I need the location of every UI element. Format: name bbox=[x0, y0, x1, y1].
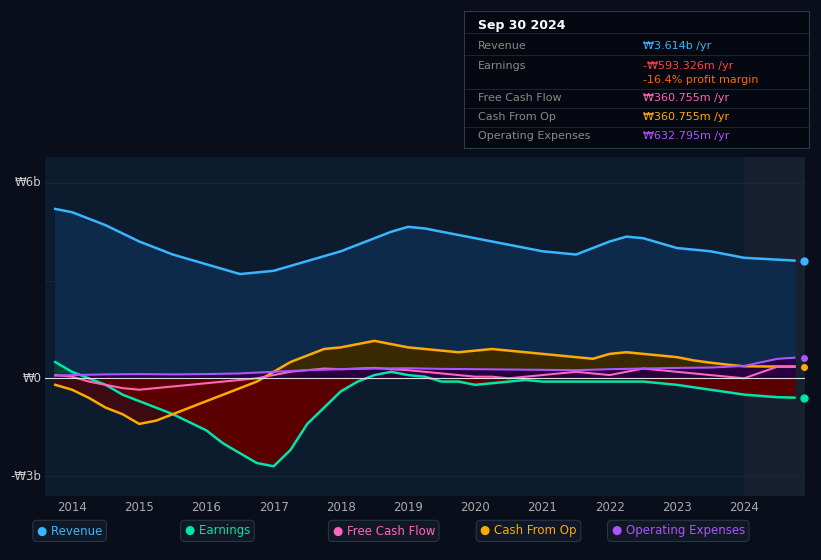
Text: ● Earnings: ● Earnings bbox=[185, 524, 250, 538]
Text: -₩3b: -₩3b bbox=[11, 469, 41, 483]
Text: ₩360.755m /yr: ₩360.755m /yr bbox=[643, 92, 729, 102]
Text: Operating Expenses: Operating Expenses bbox=[478, 131, 590, 141]
Text: Cash From Op: Cash From Op bbox=[478, 112, 556, 122]
Text: ₩0: ₩0 bbox=[22, 372, 41, 385]
Text: Earnings: Earnings bbox=[478, 61, 526, 71]
Text: ● Revenue: ● Revenue bbox=[37, 524, 103, 538]
Text: ₩3.614b /yr: ₩3.614b /yr bbox=[643, 41, 712, 51]
Text: ● Free Cash Flow: ● Free Cash Flow bbox=[333, 524, 435, 538]
Text: ● Operating Expenses: ● Operating Expenses bbox=[612, 524, 745, 538]
Text: ₩360.755m /yr: ₩360.755m /yr bbox=[643, 112, 729, 122]
Text: ₩632.795m /yr: ₩632.795m /yr bbox=[643, 131, 730, 141]
Text: -₩593.326m /yr: -₩593.326m /yr bbox=[643, 61, 733, 71]
Bar bbox=[744, 157, 805, 496]
Text: ● Cash From Op: ● Cash From Op bbox=[480, 524, 577, 538]
Text: Revenue: Revenue bbox=[478, 41, 526, 51]
Text: Sep 30 2024: Sep 30 2024 bbox=[478, 19, 565, 32]
Text: -16.4% profit margin: -16.4% profit margin bbox=[643, 75, 759, 85]
Text: ₩6b: ₩6b bbox=[15, 176, 41, 189]
Text: Free Cash Flow: Free Cash Flow bbox=[478, 92, 562, 102]
